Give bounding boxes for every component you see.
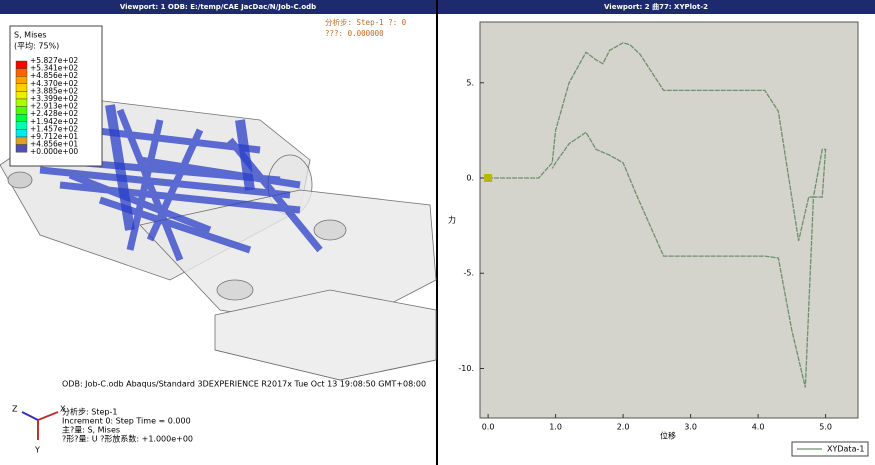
legend-swatch: [15, 75, 28, 84]
legend-label: +0.000e+00: [30, 147, 78, 156]
legend-label: +2.913e+02: [30, 102, 78, 111]
info-line: ?形?量: U ?形放系数: +1.000e+00: [62, 434, 193, 444]
series-line: [488, 42, 827, 388]
stress-beams: [39, 104, 323, 262]
step-label: 分析步: Step-1 ?: 0: [325, 17, 407, 27]
legend-label: +3.885e+02: [30, 86, 78, 95]
legend-swatch: [15, 98, 28, 107]
legend-label: +9.712e+01: [30, 132, 78, 141]
y-axis-label: 力: [448, 215, 456, 225]
step-value: ???: 0.000000: [325, 29, 384, 38]
legend-label: +5.827e+02: [30, 56, 78, 65]
triad: [21, 411, 59, 440]
legend-swatch: [15, 68, 28, 77]
axis-z: Z: [12, 405, 18, 414]
x-tick-label: 5.0: [819, 423, 832, 432]
axis-x: X: [60, 405, 66, 414]
legend-label: +1.942e+02: [30, 117, 78, 126]
x-tick-label: 0.0: [482, 423, 495, 432]
legend-swatch: [15, 144, 28, 153]
x-tick-label: 2.0: [617, 423, 630, 432]
legend-subtitle: (平均: 75%): [14, 41, 59, 51]
legend-swatch: [15, 83, 28, 92]
viewport-2-title: Viewport: 2 曲77: XYPlot-2: [604, 2, 708, 11]
x-tick-label: 1.0: [549, 423, 562, 432]
plot-area: [479, 21, 859, 419]
viewport-1-titlebar: [0, 0, 436, 14]
legend-label: +3.399e+02: [30, 94, 78, 103]
viewport-1-title: Viewport: 1 ODB: E:/temp/CAE JacDac/N/Jo…: [120, 3, 316, 11]
legend-label: +2.428e+02: [30, 109, 78, 118]
legend-label: +5.341e+02: [30, 64, 78, 73]
y-tick-label: 5.: [466, 78, 474, 87]
x-tick-label: 4.0: [752, 423, 765, 432]
legend: +5.827e+02+5.341e+02+4.856e+02+4.370e+02…: [15, 56, 78, 156]
legend-swatch: [15, 106, 28, 115]
x-axis-label: 位移: [660, 431, 676, 441]
legend-swatch: [15, 60, 28, 69]
viewport-2-titlebar: [438, 0, 875, 14]
plot-legend: [791, 441, 869, 457]
legend-swatch: [15, 129, 28, 138]
legend-label: +4.370e+02: [30, 79, 78, 88]
legend-label: +4.856e+01: [30, 140, 78, 149]
info-line: 分析步: Step-1: [62, 407, 117, 417]
legend-title: S, Mises: [14, 31, 47, 40]
plot: 0.0 1.0 2.0 3.0 4.0 5.0 5. 0. -5. -10. XYData-1: [458, 42, 864, 454]
y-tick-label: 0.: [466, 174, 474, 183]
y-tick-label: -10.: [458, 364, 474, 373]
legend-swatch: [15, 113, 28, 122]
y-tick-label: -5.: [463, 269, 474, 278]
axis-y: Y: [34, 446, 40, 455]
legend-swatch: [15, 121, 28, 130]
x-tick-label: 3.0: [684, 423, 697, 432]
info-line: 主?量: S, Mises: [62, 425, 120, 435]
legend-label: +4.856e+02: [30, 71, 78, 80]
legend-label: XYData-1: [827, 445, 864, 454]
start-marker: [484, 174, 493, 182]
odb-line: ODB: Job-C.odb Abaqus/Standard 3DEXPERIE…: [62, 380, 426, 389]
info-line: Increment 0: Step Time = 0.000: [62, 417, 191, 426]
legend-swatch: [15, 136, 28, 145]
legend-swatch: [15, 91, 28, 100]
legend-label: +1.457e+02: [30, 124, 78, 133]
